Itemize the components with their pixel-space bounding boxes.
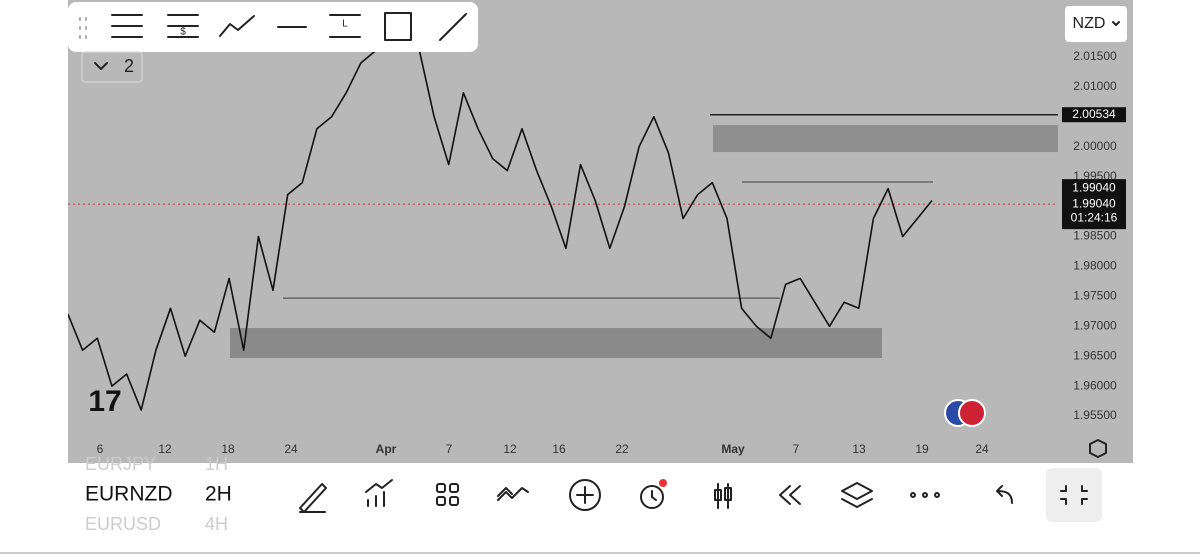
logo: 17 xyxy=(88,385,121,418)
timeframe[interactable]: 2H xyxy=(205,483,232,506)
svg-text:$: $ xyxy=(180,27,186,38)
alert-dot xyxy=(659,479,667,487)
bottom-icons[interactable] xyxy=(299,479,1013,513)
x-tick-label: 6 xyxy=(97,442,104,456)
countdown: 01:24:16 xyxy=(1071,210,1118,224)
y-tick-label: 1.96500 xyxy=(1073,348,1117,362)
timeframe-prev: 1H xyxy=(205,454,228,474)
plot xyxy=(68,38,1058,411)
x-tick-label: 12 xyxy=(503,442,517,456)
layout-badge[interactable] xyxy=(81,51,143,83)
x-tick-label: 18 xyxy=(221,442,235,456)
svg-text:L: L xyxy=(342,19,348,30)
bid-label: 1.99040 xyxy=(1072,180,1116,194)
y-tick-label: 1.98500 xyxy=(1073,229,1117,243)
fullscreen-button[interactable] xyxy=(1046,468,1102,522)
symbol-next: EURUSD xyxy=(85,514,161,534)
y-tick-label: 1.97000 xyxy=(1073,318,1117,332)
collapse-icon xyxy=(1060,485,1088,505)
settings-icon[interactable] xyxy=(1089,439,1107,458)
y-tick-label: 2.00000 xyxy=(1073,139,1117,153)
currency-button[interactable] xyxy=(1065,6,1127,42)
x-tick-label: 7 xyxy=(793,442,800,456)
high-label: 2.00534 xyxy=(1072,107,1116,121)
y-tick-label: 1.98000 xyxy=(1073,259,1117,273)
x-tick-label: 16 xyxy=(552,442,566,456)
x-tick-label: 22 xyxy=(615,442,629,456)
y-tick-label: 2.01000 xyxy=(1073,79,1117,93)
currency: NZD xyxy=(1073,15,1106,32)
x-tick-label: 24 xyxy=(284,442,298,456)
zone xyxy=(230,328,882,358)
x-tick-label: Apr xyxy=(376,442,397,456)
y-tick-label: 1.97500 xyxy=(1073,288,1117,302)
zone xyxy=(713,125,1058,153)
x-tick-label: 24 xyxy=(975,442,989,456)
chevron xyxy=(1112,21,1120,26)
symbol-prev: EURJPY xyxy=(85,454,156,474)
symbol[interactable]: EURNZD xyxy=(85,483,173,506)
x-tick-label: 12 xyxy=(158,442,172,456)
price-box xyxy=(1062,179,1126,230)
y-tick-label: 1.95500 xyxy=(1073,408,1117,422)
x-tick-label: 19 xyxy=(915,442,929,456)
price-line xyxy=(68,38,933,411)
flag-icon xyxy=(958,399,986,427)
x-tick-label: 7 xyxy=(446,442,453,456)
last-price-label: 1.99040 xyxy=(1072,196,1116,210)
x-tick-label: May xyxy=(721,442,745,456)
timeframe-next: 4H xyxy=(205,514,228,534)
x-tick-label: 13 xyxy=(852,442,866,456)
layout-count: 2 xyxy=(124,56,134,76)
chevron xyxy=(94,62,108,70)
high-label-box xyxy=(1062,107,1126,123)
y-tick-label: 1.96000 xyxy=(1073,378,1117,392)
y-tick-label: 2.01500 xyxy=(1073,49,1117,63)
chart-background xyxy=(68,0,1133,463)
toolbar-icons: $ L xyxy=(79,12,467,41)
